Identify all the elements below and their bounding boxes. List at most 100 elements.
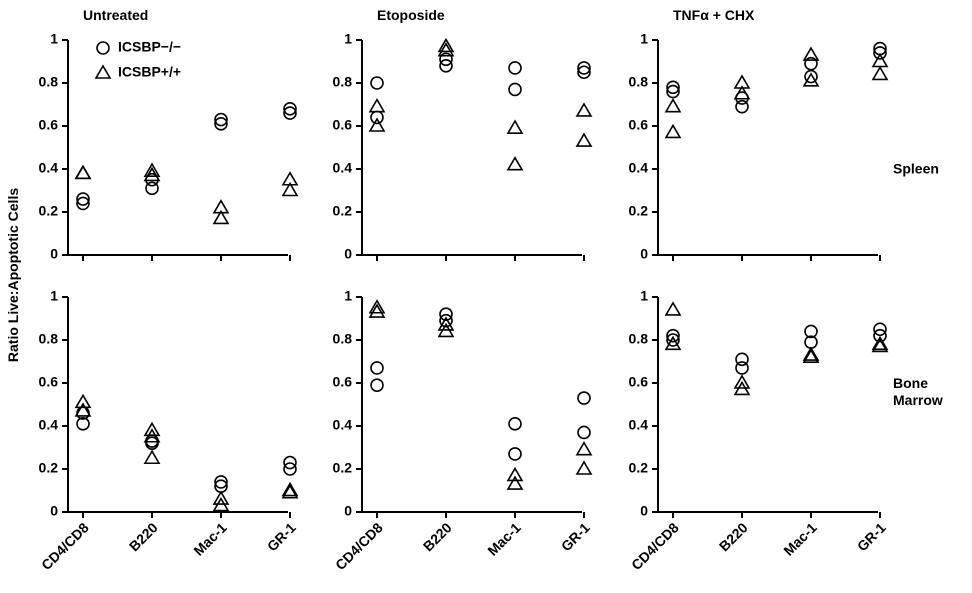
data-point: [666, 80, 680, 95]
x-tick-label: GR-1: [264, 519, 299, 554]
data-point: [733, 380, 751, 396]
data-point: [370, 361, 384, 375]
legend-label: ICSBP−/−: [118, 39, 181, 55]
y-tick-label: 1: [640, 288, 648, 304]
y-tick-label: 0.4: [629, 160, 649, 176]
data-point: [437, 322, 455, 338]
data-point: [74, 164, 92, 180]
data-point: [802, 348, 820, 364]
data-point: [370, 76, 384, 90]
data-point: [666, 333, 680, 347]
y-tick-label: 0: [640, 503, 648, 519]
data-point: [871, 65, 889, 81]
y-tick-label: 0.2: [333, 203, 353, 219]
data-point: [873, 322, 887, 337]
data-point: [735, 99, 749, 114]
y-tick-label: 0.2: [39, 460, 59, 476]
data-point: [212, 490, 230, 505]
data-point: [508, 417, 522, 431]
y-tick-label: 0: [50, 246, 58, 262]
data-point: [804, 324, 818, 339]
data-point: [873, 328, 887, 343]
legend-label: ICSBP+/+: [118, 64, 181, 80]
data-point: [281, 181, 299, 197]
y-tick-label: 0.6: [333, 374, 353, 390]
panel-title: Untreated: [83, 7, 148, 23]
data-point: [145, 181, 159, 196]
data-point: [575, 102, 593, 117]
data-point: [212, 496, 230, 512]
data-point: [370, 110, 384, 125]
x-tick-label: B220: [126, 519, 161, 554]
data-point: [508, 447, 522, 461]
y-tick-label: 0: [50, 503, 58, 519]
data-point: [212, 209, 230, 225]
data-point: [283, 462, 297, 476]
data-point: [577, 425, 591, 440]
y-tick-label: 0.2: [629, 203, 649, 219]
data-point: [871, 337, 889, 353]
y-tick-label: 0.4: [39, 417, 59, 433]
data-point: [368, 299, 386, 314]
data-point: [439, 52, 453, 67]
y-tick-label: 0.6: [629, 117, 649, 133]
data-point: [577, 61, 591, 75]
data-point: [735, 361, 749, 375]
y-tick-label: 1: [344, 288, 352, 304]
data-point: [370, 378, 384, 392]
x-tick-label: CD4/CD8: [38, 519, 92, 573]
data-point: [143, 421, 161, 437]
y-tick-label: 0.8: [39, 74, 59, 90]
x-tick-label: B220: [420, 519, 455, 554]
x-tick-label: GR-1: [558, 519, 593, 554]
y-tick-label: 0.8: [629, 74, 649, 90]
data-point: [281, 484, 299, 499]
data-point: [506, 466, 524, 482]
data-point: [804, 56, 818, 71]
data-point: [733, 374, 751, 389]
data-point: [214, 117, 228, 131]
data-point: [368, 117, 386, 132]
y-axis-label: Ratio Live:Apoptotic Cells: [5, 188, 21, 362]
y-tick-label: 0.4: [39, 160, 59, 176]
data-point: [74, 402, 92, 417]
data-point: [804, 69, 818, 84]
x-tick-label: GR-1: [854, 519, 889, 554]
data-point: [439, 307, 453, 322]
y-tick-label: 0.4: [629, 417, 649, 433]
data-point: [802, 72, 820, 87]
data-point: [214, 475, 228, 489]
data-point: [664, 301, 682, 316]
data-point: [508, 82, 522, 97]
y-tick-label: 0.2: [39, 203, 59, 219]
data-point: [664, 98, 682, 113]
data-point: [283, 106, 297, 120]
x-tick-label: Mac-1: [190, 519, 230, 559]
data-point: [283, 455, 297, 470]
y-tick-label: 0.2: [333, 460, 353, 476]
data-point: [74, 164, 92, 180]
data-point: [143, 428, 161, 443]
y-tick-label: 0.2: [629, 460, 649, 476]
data-point: [575, 460, 593, 475]
data-point: [508, 61, 522, 75]
data-point: [735, 352, 749, 367]
data-point: [506, 119, 524, 134]
y-tick-label: 1: [344, 31, 352, 47]
data-point: [666, 328, 680, 343]
y-tick-label: 0: [344, 246, 352, 262]
data-point: [506, 156, 524, 171]
row-label: Bone: [893, 375, 928, 391]
data-point: [575, 132, 593, 147]
data-point: [437, 42, 455, 57]
data-point: [74, 393, 92, 409]
panel-title: TNFα + CHX: [673, 7, 755, 23]
x-tick-label: CD4/CD8: [332, 519, 386, 573]
data-point: [143, 166, 161, 182]
y-tick-label: 0: [344, 503, 352, 519]
data-point: [802, 46, 820, 61]
legend-marker: [94, 64, 112, 79]
y-tick-label: 1: [50, 288, 58, 304]
data-point: [439, 313, 453, 328]
